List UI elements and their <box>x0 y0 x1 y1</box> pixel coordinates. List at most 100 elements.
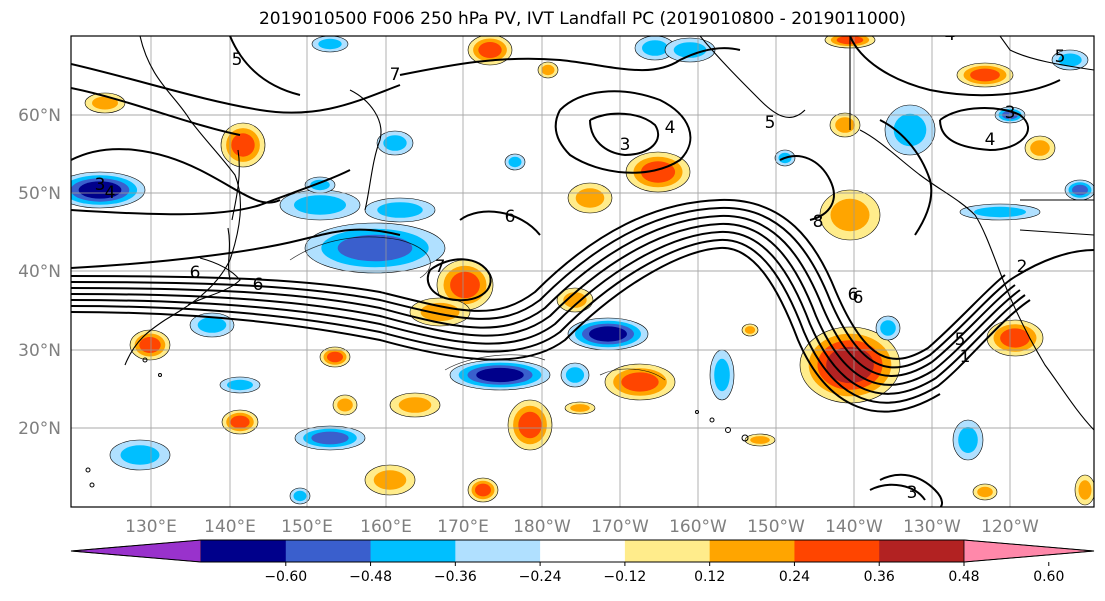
pv-anomaly-patch <box>231 133 255 157</box>
longitude-labels: 130°E 140°E 150°E 160°E 170°E 180°W 170°W 160°W… <box>125 517 1039 537</box>
pv-anomaly-patch <box>337 234 413 262</box>
pv-anomaly-patch <box>744 326 756 334</box>
pv-anomaly-patch <box>293 490 307 502</box>
lon-label: 120°W <box>981 517 1039 537</box>
contour-label: 3 <box>620 135 631 155</box>
pv-anomaly-patch <box>621 372 659 392</box>
colorbar-tick-label: −0.48 <box>349 569 392 585</box>
pv-anomaly-patch <box>518 411 542 439</box>
colorbar-tick-labels: −0.60 −0.48 −0.36 −0.24 −0.12 0.12 0.24 0.36 0.4… <box>264 562 1064 585</box>
pv-anomaly-patch <box>377 202 423 218</box>
islands <box>85 357 749 488</box>
lon-label: 150°E <box>281 517 333 537</box>
contour-label: 1 <box>960 347 971 367</box>
pv-anomaly-patch <box>880 320 896 336</box>
lon-label: 130°E <box>125 517 177 537</box>
pv-anomaly-patch <box>227 379 253 391</box>
pv-anomaly-patch <box>570 404 590 412</box>
pv-anomaly-patch <box>318 38 342 50</box>
contour-label: 2 <box>1017 257 1028 277</box>
lon-label: 150°W <box>747 517 805 537</box>
contour-label: 5 <box>765 113 776 133</box>
contour-label: 4 <box>665 118 676 138</box>
pv-anomaly-patch <box>958 427 978 453</box>
colorbar-segment <box>879 540 965 562</box>
pv-anomaly-patch <box>714 358 730 392</box>
contour-label: 4 <box>105 183 116 203</box>
pv-anomaly-patch <box>1058 53 1082 67</box>
lon-label: 180°W <box>513 517 571 537</box>
colorbar-extend-high <box>963 539 1095 563</box>
colorbar-segment <box>370 540 456 562</box>
pv-anomaly-patch <box>311 431 349 445</box>
lon-label: 140°W <box>825 517 883 537</box>
contour-label: 3 <box>1005 103 1016 123</box>
contour-label: 4 <box>985 130 996 150</box>
lon-label: 160°W <box>669 517 727 537</box>
colorbar-outline <box>70 539 1095 563</box>
contour-label: 6 <box>253 275 264 295</box>
lat-label: 60°N <box>18 106 61 126</box>
contour-label: 3 <box>907 483 918 503</box>
pv-anomaly-patch <box>120 445 160 465</box>
lon-label: 140°E <box>204 517 256 537</box>
colorbar-tick-label: −0.24 <box>519 569 562 585</box>
lat-label: 50°N <box>18 184 61 204</box>
lon-label: 130°W <box>903 517 961 537</box>
colorbar-segment <box>201 540 287 562</box>
pv-anomaly-patch <box>1000 328 1030 348</box>
lon-label: 170°E <box>437 517 489 537</box>
pv-anomaly-patch <box>337 398 353 412</box>
pv-anomaly-patch <box>970 68 1000 82</box>
colorbar-tick-label: −0.12 <box>603 569 646 585</box>
pv-anomaly-patch <box>1078 480 1092 500</box>
contour-label: 8 <box>813 212 824 232</box>
pv-anomaly-patch <box>398 397 432 413</box>
contour-label: 7 <box>435 257 446 277</box>
contour-label: 6 <box>853 288 864 308</box>
colorbar-segment <box>285 540 372 562</box>
pv-anomaly-patch <box>974 206 1026 218</box>
colorbar-segment <box>455 540 541 562</box>
pv-anomaly-patch <box>139 337 161 353</box>
colorbar-segment <box>709 540 795 562</box>
pv-anomaly-patch <box>589 326 627 342</box>
latitude-labels: 60°N 50°N 40°N 30°N 20°N <box>18 106 61 439</box>
colorbar-tick-label: 0.48 <box>948 569 979 585</box>
colorbar-tick-label: 0.36 <box>864 569 895 585</box>
pv-anomaly-patch <box>450 271 480 299</box>
contour-label: 4 <box>945 25 956 45</box>
pv-anomaly-patch <box>476 367 524 383</box>
pv-anomaly-patch <box>563 292 587 308</box>
contour-label: 5 <box>1055 47 1066 67</box>
contour-label: 3 <box>95 175 106 195</box>
pv-anomaly-patch <box>977 486 993 498</box>
lat-label: 40°N <box>18 262 61 282</box>
colorbar-segment <box>624 540 711 562</box>
pv-anomaly-patch <box>541 64 555 76</box>
colorbar-tick-label: 0.60 <box>1033 569 1064 585</box>
pv-anomaly-fills <box>71 36 1094 506</box>
pv-anomaly-patch <box>327 351 343 363</box>
contour-label: 6 <box>848 285 859 305</box>
pv-anomaly-patch <box>835 117 855 133</box>
colorbar-tick-label: 0.24 <box>779 569 810 585</box>
contour-label: 5 <box>232 50 243 70</box>
colorbar <box>70 539 1095 563</box>
pv-anomaly-patch <box>830 198 870 232</box>
pv-anomaly-patch <box>642 40 668 56</box>
pv-anomaly-patch <box>294 195 346 215</box>
colorbar-segment <box>540 540 626 562</box>
contour-label: 6 <box>190 263 201 283</box>
lon-label: 170°W <box>591 517 649 537</box>
pv-anomaly-patch <box>565 367 585 383</box>
pv-anomaly-patch <box>1030 140 1050 156</box>
map-frame <box>70 35 1095 508</box>
lat-label: 20°N <box>18 419 61 439</box>
pv-anomaly-patch <box>750 436 770 444</box>
colorbar-tick-label: −0.60 <box>264 569 307 585</box>
contour-label: 7 <box>390 65 401 85</box>
pv-anomaly-patch <box>575 188 605 208</box>
